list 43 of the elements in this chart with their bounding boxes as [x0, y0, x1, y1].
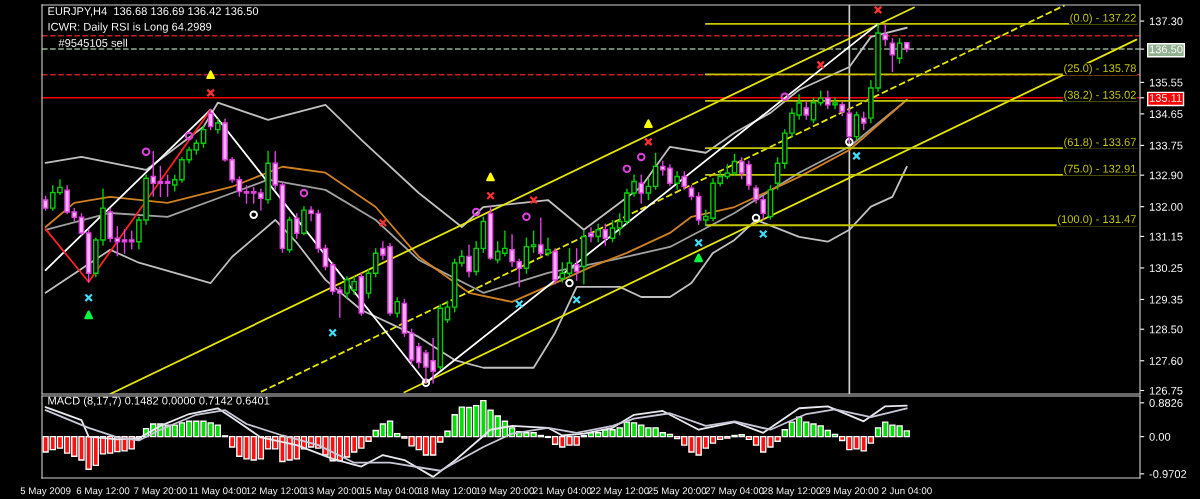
series-label: (75.0) - 132.91 — [1064, 164, 1136, 175]
y-tick-label: 0.00 — [1149, 432, 1171, 441]
y-tick-label: 136.50 — [1149, 45, 1183, 54]
y-tick-label: 0.8826 — [1149, 399, 1183, 407]
x-tick-label: 29 May 20:00 — [820, 487, 879, 497]
x-tick-label: 15 May 04:00 — [361, 487, 420, 497]
series-label: (0.0) - 137.22 — [1070, 13, 1136, 24]
x-tick-label: 13 May 20:00 — [303, 487, 362, 497]
x-tick-label: 27 May 04:00 — [705, 487, 764, 497]
y-tick-label: 132.90 — [1149, 171, 1183, 180]
y-tick-label: 128.50 — [1149, 325, 1183, 334]
y-tick-label: 129.35 — [1149, 295, 1183, 304]
y-tick-label: 137.30 — [1149, 17, 1183, 26]
y-tick-label: 134.65 — [1149, 110, 1183, 119]
x-tick-label: 25 May 20:00 — [648, 487, 707, 497]
x-tick-label: 12 May 12:00 — [246, 487, 305, 497]
x-tick-label: 19 May 20:00 — [476, 487, 534, 497]
x-tick-label: 22 May 12:00 — [590, 487, 649, 497]
x-tick-label: 18 May 12:00 — [418, 487, 477, 497]
x-tick-label: 5 May 2009 — [20, 487, 71, 497]
chart-title: MACD (8,17,7) 0.1482 0.0000 0.7142 0.6401 — [48, 396, 270, 407]
x-tick-label: 11 May 04:00 — [189, 487, 247, 497]
y-tick-label: 132.00 — [1149, 202, 1183, 211]
y-tick-label: 135.55 — [1149, 78, 1183, 87]
series-label: (100.0) - 131.47 — [1058, 214, 1136, 226]
y-tick-label: 133.75 — [1149, 141, 1183, 150]
y-tick-label: 127.60 — [1149, 357, 1183, 365]
x-tick-label: 7 May 20:00 — [134, 487, 187, 497]
x-tick-label: 6 May 12:00 — [76, 487, 130, 497]
chart-title: EURJPY,H4 136.68 136.69 136.42 136.50 — [48, 7, 259, 17]
series-label: (38.2) - 135.02 — [1064, 90, 1136, 101]
y-tick-label: -0.9702 — [1149, 470, 1187, 478]
ref-line-label: #9545105 sell — [58, 38, 127, 47]
x-tick-label: 2 Jun 04:00 — [881, 487, 932, 495]
text: ICWR: Daily RSI is Long 64.2989 — [48, 22, 212, 33]
x-tick-label: 21 May 04:00 — [533, 487, 592, 497]
x-tick-label: 28 May 12:00 — [762, 487, 822, 497]
y-tick-label: 126.75 — [1149, 386, 1183, 395]
y-tick-label: 131.15 — [1149, 232, 1183, 241]
series-label: (61.8) - 133.67 — [1064, 137, 1136, 149]
series-label: (25.0) - 135.78 — [1064, 63, 1136, 75]
y-tick-label: 130.25 — [1149, 264, 1183, 273]
y-tick-label: 135.11 — [1149, 94, 1182, 102]
